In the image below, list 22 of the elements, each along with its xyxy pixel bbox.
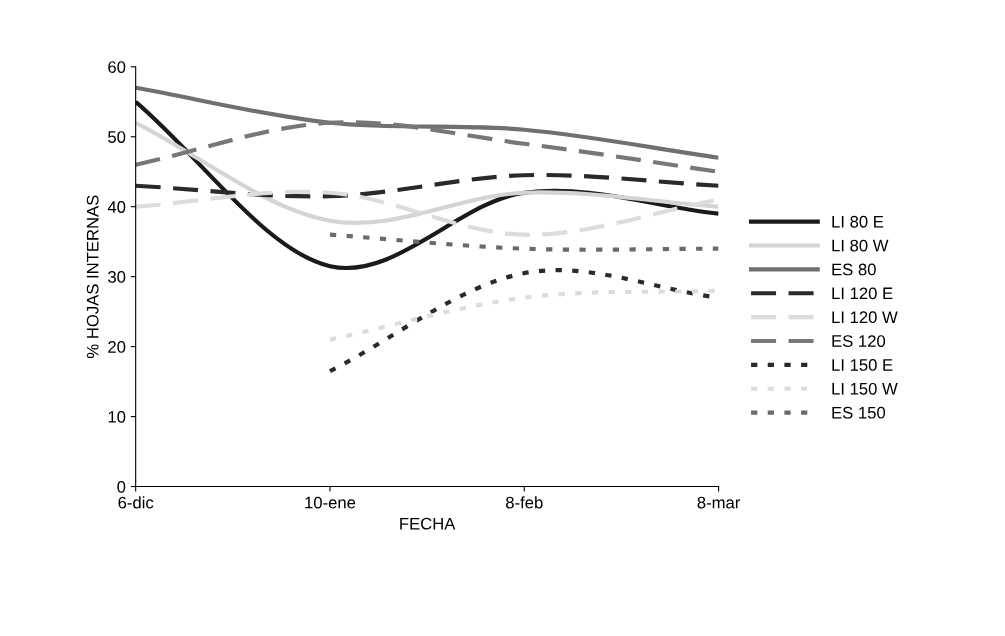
legend-label: LI 150 E xyxy=(832,359,893,371)
y-tick-label: 10 xyxy=(108,410,126,423)
legend-label: ES 150 xyxy=(832,406,886,419)
y-tick-label: 60 xyxy=(108,61,126,73)
legend-label: LI 80 E xyxy=(832,215,884,228)
legend-label: LI 120 E xyxy=(832,287,893,300)
y-tick-label: 0 xyxy=(117,480,126,493)
legend-label: ES 80 xyxy=(832,263,876,276)
y-tick-label: 50 xyxy=(108,131,126,143)
x-tick-label: 10-ene xyxy=(305,496,356,509)
legend-label: LI 120 W xyxy=(832,311,898,324)
y-axis-title: % HOJAS INTERNAS xyxy=(86,195,99,359)
x-tick-label: 8-mar xyxy=(697,496,741,509)
y-tick-label: 30 xyxy=(108,271,126,283)
x-axis-title: FECHA xyxy=(400,517,456,530)
legend-label: LI 80 W xyxy=(832,239,889,252)
y-tick-label: 20 xyxy=(108,341,126,353)
legend-label: ES 120 xyxy=(832,335,886,347)
y-tick-label: 40 xyxy=(107,201,126,213)
legend-label: LI 150 W xyxy=(832,382,898,395)
x-tick-label: 8-feb xyxy=(506,496,543,509)
x-tick-label: 6-dic xyxy=(118,496,154,509)
